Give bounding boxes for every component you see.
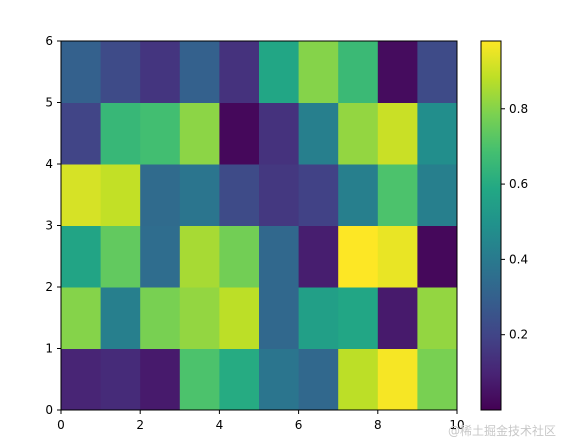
colorbar: 0.2 0.4 0.6 0.8 — [480, 40, 528, 411]
heatmap-cell — [140, 164, 181, 226]
x-tick-label: 2 — [136, 418, 144, 432]
heatmap-cell — [417, 164, 458, 226]
colorbar-frame — [480, 40, 502, 411]
heatmap — [61, 41, 458, 411]
y-axis: 0 1 2 3 4 5 6 — [45, 34, 61, 417]
heatmap-cell — [338, 41, 379, 103]
heatmap-cell — [61, 41, 102, 103]
x-tick-label: 8 — [374, 418, 382, 432]
heatmap-cell — [140, 102, 181, 165]
heatmap-cell — [417, 41, 458, 103]
heatmap-cell — [377, 102, 418, 165]
heatmap-cell — [219, 41, 260, 103]
watermark: @稀土掘金技术社区 — [447, 424, 556, 438]
heatmap-cell — [417, 225, 458, 288]
heatmap-cell — [417, 102, 458, 165]
heatmap-cell — [338, 225, 379, 288]
colorbar-tick-label: 0.4 — [509, 252, 528, 266]
heatmap-cell — [377, 164, 418, 226]
heatmap-cell — [61, 225, 102, 288]
heatmap-cell — [219, 287, 260, 349]
heatmap-cell — [179, 41, 220, 103]
heatmap-cell — [100, 41, 141, 103]
heatmap-cell — [219, 225, 260, 288]
heatmap-cell — [377, 225, 418, 288]
heatmap-cell — [100, 164, 141, 226]
heatmap-cell — [61, 348, 102, 411]
y-tick-label: 5 — [45, 96, 53, 110]
heatmap-cell — [219, 348, 260, 411]
heatmap-cell — [338, 102, 379, 165]
heatmap-cell — [377, 41, 418, 103]
heatmap-cell — [259, 102, 300, 165]
heatmap-cell — [140, 41, 181, 103]
heatmap-cell — [259, 287, 300, 349]
heatmap-cell — [338, 287, 379, 349]
heatmap-cell — [338, 164, 379, 226]
colorbar-tick-label: 0.8 — [509, 102, 528, 116]
heatmap-cell — [179, 164, 220, 226]
heatmap-cell — [179, 225, 220, 288]
y-tick-label: 6 — [45, 34, 53, 48]
heatmap-cell — [259, 41, 300, 103]
heatmap-cell — [100, 348, 141, 411]
heatmap-cell — [179, 348, 220, 411]
colorbar-tick-label: 0.2 — [509, 328, 528, 342]
y-tick-label: 4 — [45, 157, 53, 171]
heatmap-cell — [100, 102, 141, 165]
heatmap-cell — [61, 287, 102, 349]
heatmap-cell — [259, 164, 300, 226]
x-tick-label: 4 — [216, 418, 224, 432]
y-tick-label: 1 — [45, 342, 53, 356]
y-tick-label: 2 — [45, 280, 53, 294]
heatmap-cell — [219, 102, 260, 165]
heatmap-cell — [377, 287, 418, 349]
colorbar-gradient — [481, 41, 501, 410]
x-tick-label: 6 — [295, 418, 303, 432]
heatmap-cell — [61, 164, 102, 226]
x-tick-label: 10 — [449, 418, 464, 432]
heatmap-cell — [298, 225, 339, 288]
heatmap-cell — [100, 225, 141, 288]
heatmap-cell — [298, 348, 339, 411]
heatmap-cell — [100, 287, 141, 349]
heatmap-cell — [298, 102, 339, 165]
heatmap-cell — [298, 164, 339, 226]
y-tick-label: 3 — [45, 219, 53, 233]
heatmap-cell — [61, 102, 102, 165]
heatmap-cell — [377, 348, 418, 411]
heatmap-cell — [417, 348, 458, 411]
heatmap-cell — [259, 348, 300, 411]
y-tick-label: 0 — [45, 403, 53, 417]
heatmap-cell — [417, 287, 458, 349]
heatmap-cell — [140, 287, 181, 349]
heatmap-cell — [259, 225, 300, 288]
heatmap-cell — [298, 41, 339, 103]
x-tick-label: 0 — [57, 418, 65, 432]
colorbar-tick-label: 0.6 — [509, 177, 528, 191]
heatmap-cell — [298, 287, 339, 349]
heatmap-cell — [338, 348, 379, 411]
heatmap-cell — [179, 102, 220, 165]
x-axis: 0 2 4 6 8 10 — [57, 410, 465, 432]
heatmap-cell — [140, 225, 181, 288]
heatmap-cell — [140, 348, 181, 411]
heatmap-cell — [179, 287, 220, 349]
colorbar-axis: 0.2 0.4 0.6 0.8 — [501, 102, 528, 342]
heatmap-cell — [219, 164, 260, 226]
